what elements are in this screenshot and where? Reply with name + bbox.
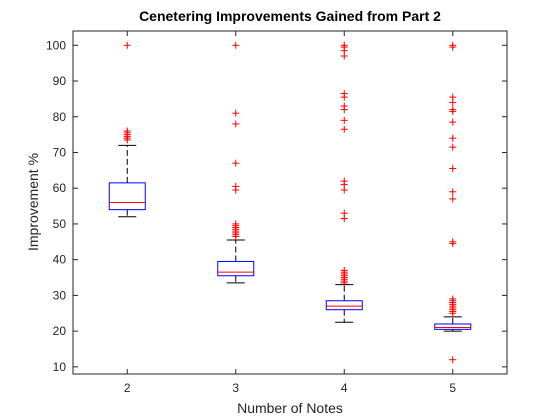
- outlier-marker: [232, 41, 240, 49]
- y-tick-label: 40: [53, 253, 67, 267]
- outlier-marker: [340, 116, 348, 124]
- y-tick-label: 20: [53, 324, 67, 338]
- outlier-marker: [449, 143, 457, 151]
- outlier-marker: [232, 120, 240, 128]
- outlier-marker: [449, 134, 457, 142]
- y-tick-label: 60: [53, 181, 67, 195]
- y-tick-label: 50: [53, 217, 67, 231]
- outlier-marker: [449, 188, 457, 196]
- outlier-marker: [232, 159, 240, 167]
- y-tick-label: 70: [53, 145, 67, 159]
- outlier-marker: [449, 165, 457, 173]
- y-tick-label: 10: [53, 360, 67, 374]
- x-axis-label: Number of Notes: [237, 400, 343, 416]
- outlier-marker: [449, 238, 457, 246]
- outlier-marker: [340, 177, 348, 185]
- outlier-marker: [232, 220, 240, 228]
- outlier-marker: [232, 109, 240, 117]
- outlier-marker: [232, 182, 240, 190]
- y-tick-label: 80: [53, 110, 67, 124]
- box-iqr: [434, 323, 472, 330]
- box-2: [108, 41, 146, 218]
- outlier-marker: [340, 90, 348, 98]
- outlier-marker: [449, 106, 457, 114]
- box-5: [434, 41, 472, 364]
- x-tick-label: 3: [232, 381, 239, 395]
- outlier-marker: [449, 93, 457, 101]
- box-3: [217, 41, 255, 284]
- outlier-marker: [340, 266, 348, 274]
- outlier-marker: [449, 41, 457, 49]
- x-tick-label: 5: [449, 381, 456, 395]
- outlier-marker: [340, 102, 348, 110]
- outlier-marker: [340, 209, 348, 217]
- box-iqr: [217, 260, 255, 277]
- y-tick-label: 100: [46, 38, 66, 52]
- outlier-marker: [123, 127, 131, 135]
- chart-title: Cenetering Improvements Gained from Part…: [139, 8, 441, 24]
- box-4: [325, 41, 363, 323]
- axis-ticks: 10 20 30 40 50 60 70 80 90 100 2 3 4 5: [46, 31, 507, 395]
- y-tick-label: 90: [53, 74, 67, 88]
- x-tick-label: 4: [341, 381, 348, 395]
- outlier-marker: [340, 125, 348, 133]
- outlier-marker: [340, 41, 348, 49]
- outlier-marker: [449, 356, 457, 364]
- y-axis-label: Improvement %: [25, 153, 41, 251]
- x-tick-label: 2: [124, 381, 131, 395]
- plot-frame: [72, 30, 508, 375]
- outlier-marker: [449, 195, 457, 203]
- outlier-marker: [449, 295, 457, 303]
- box-iqr: [108, 182, 146, 211]
- y-tick-label: 30: [53, 288, 67, 302]
- box-series: [108, 41, 472, 364]
- outlier-marker: [123, 41, 131, 49]
- outlier-marker: [449, 118, 457, 126]
- box-iqr: [325, 300, 363, 311]
